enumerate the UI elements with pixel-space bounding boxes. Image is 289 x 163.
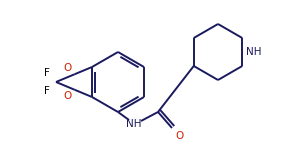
Text: F: F [44,68,50,78]
Text: O: O [64,63,72,73]
Text: NH: NH [246,47,262,57]
Text: O: O [175,131,183,141]
Text: NH: NH [126,119,142,129]
Text: O: O [64,91,72,101]
Text: F: F [44,86,50,96]
